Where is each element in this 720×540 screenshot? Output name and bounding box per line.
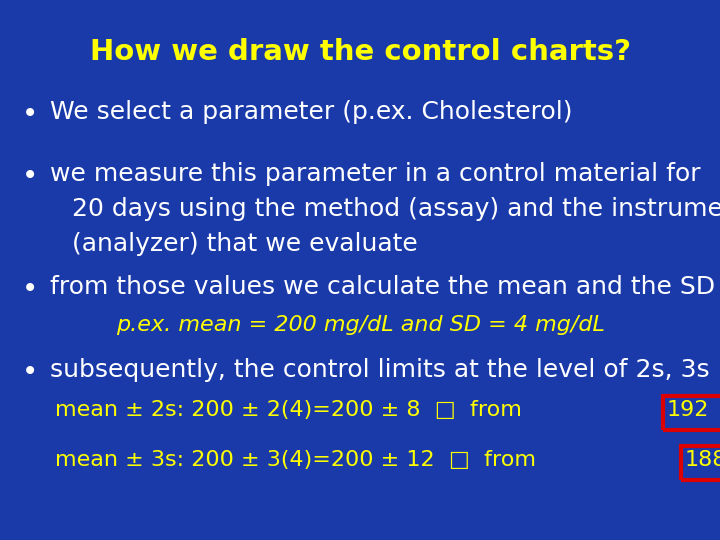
Bar bbox=[681, 446, 720, 480]
Bar bbox=[662, 396, 720, 430]
Text: (analyzer) that we evaluate: (analyzer) that we evaluate bbox=[72, 232, 418, 256]
Text: mean ± 3s: 200 ± 3(4)=200 ± 12  □  from: mean ± 3s: 200 ± 3(4)=200 ± 12 □ from bbox=[55, 450, 543, 470]
Text: 188: 188 bbox=[685, 450, 720, 470]
Text: •: • bbox=[22, 162, 38, 190]
Text: from those values we calculate the mean and the SD: from those values we calculate the mean … bbox=[50, 275, 715, 299]
Text: mean ± 2s: 200 ± 2(4)=200 ± 8  □  from: mean ± 2s: 200 ± 2(4)=200 ± 8 □ from bbox=[55, 400, 529, 420]
Text: •: • bbox=[22, 275, 38, 303]
Text: How we draw the control charts?: How we draw the control charts? bbox=[89, 38, 631, 66]
Text: we measure this parameter in a control material for: we measure this parameter in a control m… bbox=[50, 162, 701, 186]
Text: We select a parameter (p.ex. Cholesterol): We select a parameter (p.ex. Cholesterol… bbox=[50, 100, 572, 124]
Text: 192: 192 bbox=[667, 400, 709, 420]
Text: •: • bbox=[22, 100, 38, 128]
Text: p.ex. mean = 200 mg/dL and SD = 4 mg/dL: p.ex. mean = 200 mg/dL and SD = 4 mg/dL bbox=[116, 315, 604, 335]
Text: 20 days using the method (assay) and the instrument: 20 days using the method (assay) and the… bbox=[72, 197, 720, 221]
Text: •: • bbox=[22, 358, 38, 386]
Text: subsequently, the control limits at the level of 2s, 3s: subsequently, the control limits at the … bbox=[50, 358, 710, 382]
